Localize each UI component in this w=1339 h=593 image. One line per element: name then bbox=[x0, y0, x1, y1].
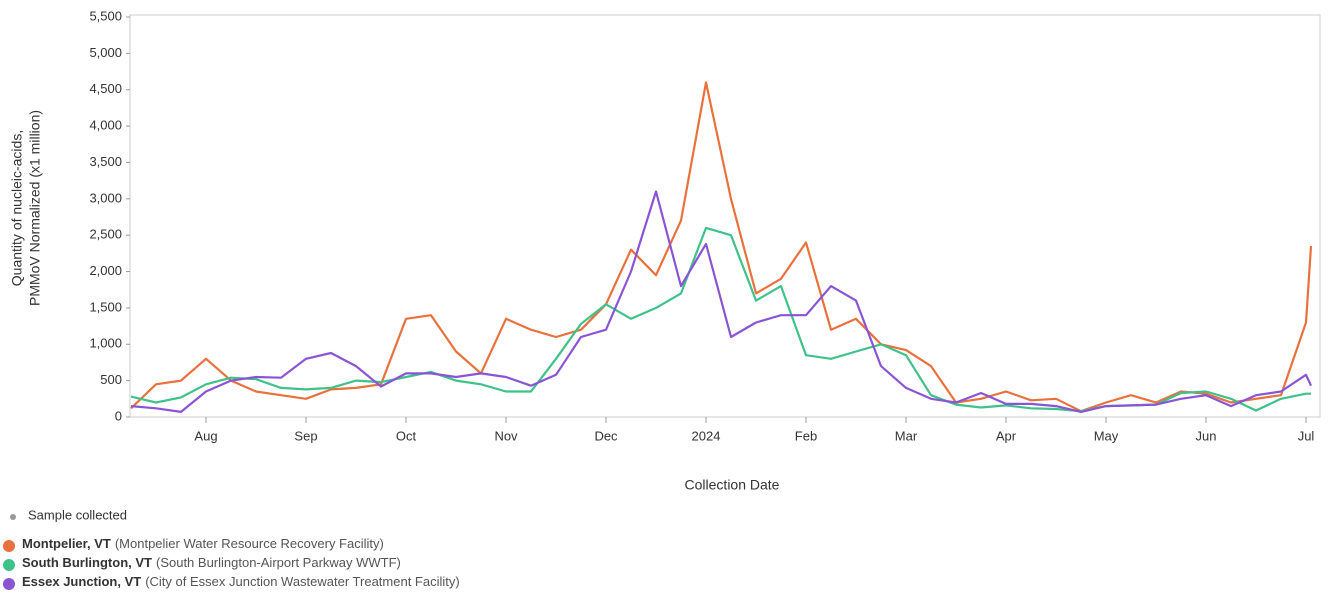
x-tick-label: Nov bbox=[494, 428, 518, 443]
y-tick-label: 500 bbox=[100, 372, 122, 387]
x-tick-label: Feb bbox=[795, 428, 817, 443]
legend-label: Montpelier, VT (Montpelier Water Resource… bbox=[22, 536, 384, 551]
x-axis-title: Collection Date bbox=[685, 477, 780, 493]
plot-frame bbox=[129, 14, 1321, 418]
x-tick-label: Sep bbox=[294, 428, 317, 443]
x-tick-label: Aug bbox=[194, 428, 217, 443]
x-tick-label: May bbox=[1094, 428, 1119, 443]
sample-legend-label: Sample collected bbox=[28, 507, 127, 522]
x-tick-label: Dec bbox=[594, 428, 618, 443]
legend-marker bbox=[3, 578, 15, 590]
x-tick-label: Oct bbox=[396, 428, 417, 443]
y-tick-label: 4,500 bbox=[89, 81, 122, 96]
y-tick-label: 3,000 bbox=[89, 190, 122, 205]
y-tick-label: 1,000 bbox=[89, 336, 122, 351]
y-tick-label: 2,000 bbox=[89, 263, 122, 278]
series-line bbox=[130, 190, 1312, 413]
x-tick-label: Apr bbox=[996, 428, 1017, 443]
legend-name: Essex Junction, VT bbox=[22, 574, 141, 589]
legend-marker bbox=[3, 540, 15, 552]
x-tick-label: Jul bbox=[1298, 428, 1315, 443]
y-tick-label: 3,500 bbox=[89, 154, 122, 169]
legend-name: Montpelier, VT bbox=[22, 536, 111, 551]
legend-label: Essex Junction, VT (City of Essex Junctio… bbox=[22, 574, 460, 589]
x-tick-label: Jun bbox=[1196, 428, 1217, 443]
legend-description: (Montpelier Water Resource Recovery Faci… bbox=[115, 536, 384, 551]
legend-description: (City of Essex Junction Wastewater Treat… bbox=[145, 574, 460, 589]
legend-name: South Burlington, VT bbox=[22, 555, 152, 570]
x-tick-label: Mar bbox=[895, 428, 918, 443]
y-axis-title: PMMoV Normalized (x1 million) bbox=[27, 110, 43, 306]
legend-label: South Burlington, VT (South Burlington-Ai… bbox=[22, 555, 401, 570]
y-tick-label: 4,000 bbox=[89, 118, 122, 133]
series-line bbox=[130, 226, 1311, 413]
sample-legend-marker bbox=[10, 514, 16, 520]
legend-description: (South Burlington-Airport Parkway WWTF) bbox=[156, 555, 401, 570]
y-tick-label: 1,500 bbox=[89, 299, 122, 314]
y-tick-label: 0 bbox=[115, 408, 122, 423]
y-tick-label: 5,500 bbox=[89, 8, 122, 23]
y-axis-title: Quantity of nucleic-acids, bbox=[9, 130, 25, 286]
legend-marker bbox=[3, 559, 15, 571]
x-tick-label: 2024 bbox=[692, 428, 721, 443]
y-tick-label: 2,500 bbox=[89, 227, 122, 242]
y-tick-label: 5,000 bbox=[89, 45, 122, 60]
series-line bbox=[130, 81, 1313, 413]
